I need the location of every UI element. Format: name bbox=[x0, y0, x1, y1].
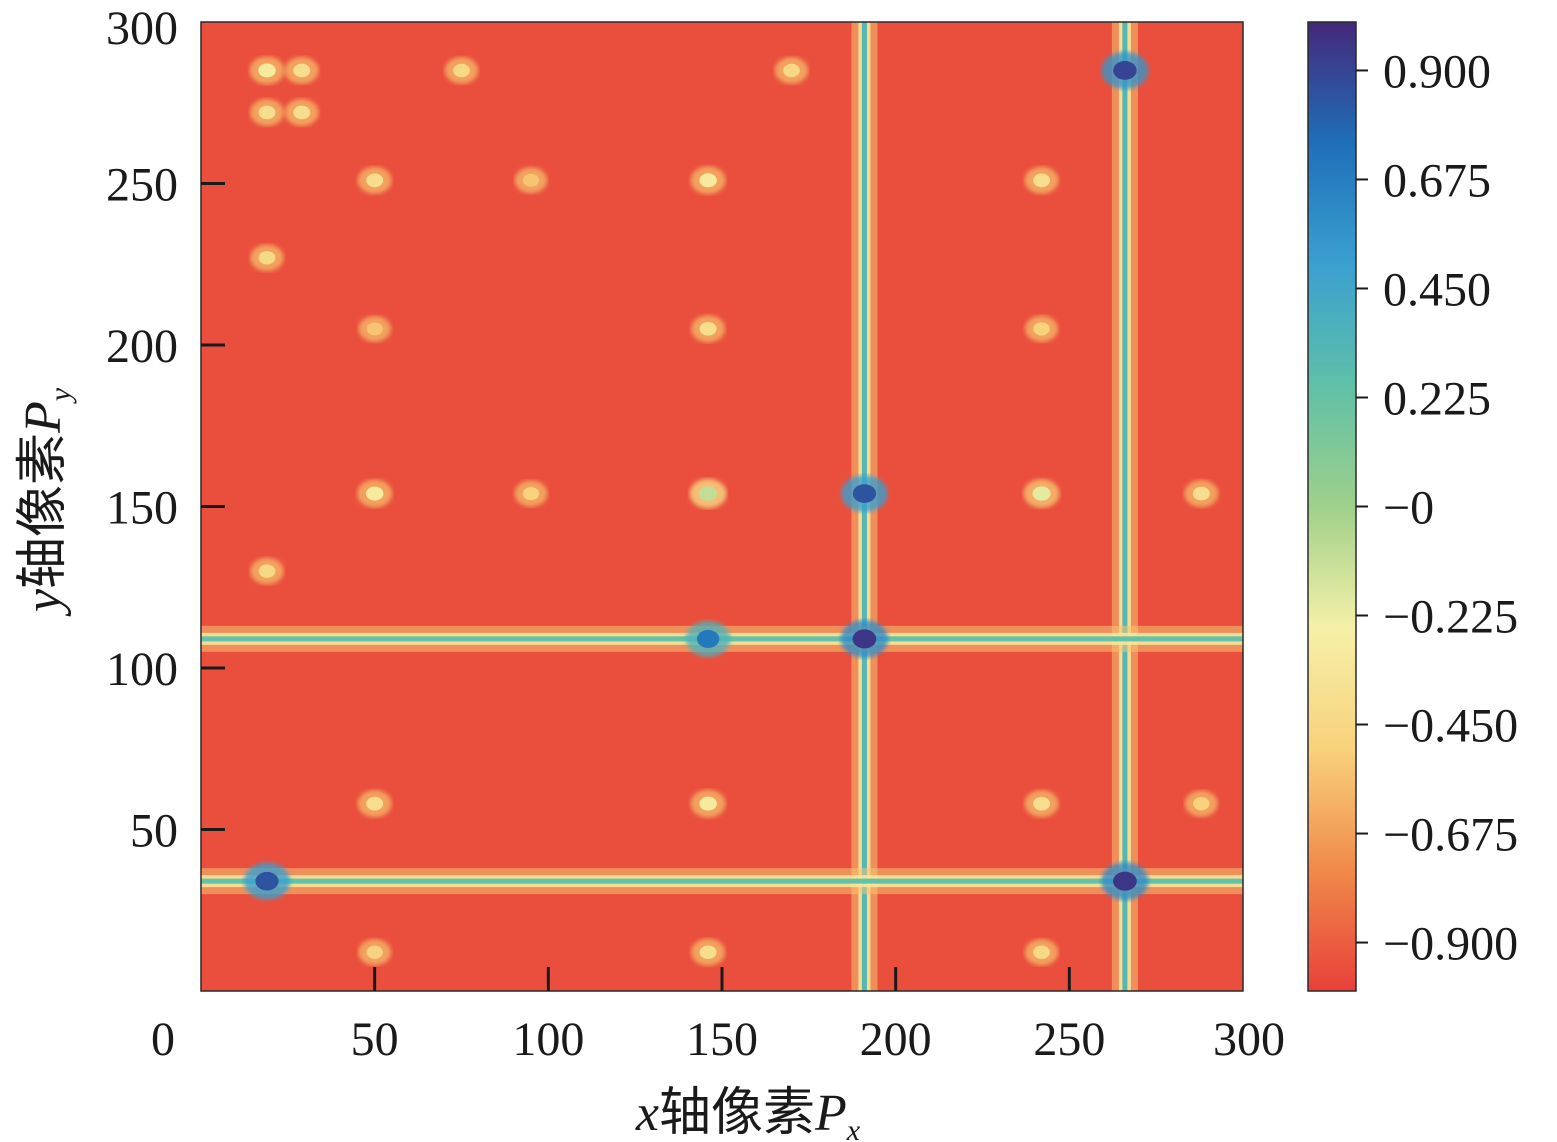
colorbar-ticks: 0.900 0.675 0.450 0.225 −0 −0.225 −0.450 −0.675… bbox=[1356, 45, 1518, 971]
heatmap-hotspot-core bbox=[293, 63, 311, 78]
plot-area bbox=[200, 21, 1244, 992]
x-tick-label: 300 bbox=[1213, 1013, 1285, 1066]
colorbar-tick-label: 0.450 bbox=[1383, 263, 1491, 316]
heatmap-hotspot-core bbox=[1113, 871, 1137, 891]
x-axis-label: x轴像素Px bbox=[635, 1085, 861, 1142]
x-axis-label-text: 轴像素 bbox=[659, 1085, 815, 1142]
heatmap-background bbox=[201, 22, 1243, 991]
colorbar-tick-label: 0.900 bbox=[1383, 45, 1491, 98]
heatmap-hotspot-core bbox=[258, 564, 276, 578]
colorbar-tick-label: 0.225 bbox=[1383, 372, 1491, 425]
colorbar-tick-label: 0.675 bbox=[1383, 154, 1491, 207]
colorbar-tick-label: −0.675 bbox=[1383, 809, 1518, 862]
heatmap-hotspot-core bbox=[1192, 486, 1210, 501]
x-tick-label: 50 bbox=[351, 1013, 399, 1066]
heatmap-hotspot-core bbox=[366, 945, 383, 959]
heatmap-hotspot-core bbox=[852, 629, 877, 649]
heatmap-hotspot-core bbox=[366, 796, 384, 811]
heatmap-hotspot-core bbox=[696, 629, 720, 648]
heatmap-hotspot-core bbox=[783, 63, 800, 78]
y-tick-label: 200 bbox=[106, 320, 178, 373]
heatmap-hotspot-core bbox=[258, 105, 276, 120]
heatmap-hotspot-core bbox=[365, 486, 384, 501]
y-axis-label-text: 轴像素 bbox=[15, 433, 72, 589]
heatmap-hotspot-core bbox=[699, 322, 717, 336]
x-axis-label-sub: x bbox=[846, 1114, 861, 1142]
y-tick-label: 250 bbox=[106, 159, 178, 212]
heatmap-hotspot-core bbox=[699, 945, 717, 960]
y-axis-label-sym: P bbox=[15, 401, 72, 434]
x-tick-label: 100 bbox=[512, 1013, 584, 1066]
heatmap-hotspot-core bbox=[1033, 173, 1051, 188]
x-axis-label-var: x bbox=[635, 1085, 659, 1142]
colorbar-tick-label: −0.450 bbox=[1383, 700, 1518, 753]
x-axis-label-sym: P bbox=[814, 1085, 847, 1142]
heatmap-hotspot-core bbox=[1032, 486, 1051, 501]
y-tick-label: 100 bbox=[106, 643, 178, 696]
heatmap-hotspot-core bbox=[522, 173, 540, 187]
colorbar-tick-label: −0 bbox=[1383, 482, 1434, 535]
y-axis-label: y轴像素Py bbox=[15, 387, 77, 617]
y-tick-label: 50 bbox=[130, 805, 178, 858]
heatmap-hotspot-core bbox=[255, 871, 279, 891]
colorbar-tick-label: −0.225 bbox=[1383, 591, 1518, 644]
y-axis-label-var: y bbox=[15, 588, 72, 617]
y-tick-label: 300 bbox=[106, 2, 178, 55]
colorbar-gradient bbox=[1307, 21, 1357, 992]
x-axis: 0 50 100 150 200 250 300 bbox=[151, 967, 1285, 1066]
heatmap-marks bbox=[201, 22, 1243, 991]
colorbar: 0.900 0.675 0.450 0.225 −0 −0.225 −0.450 −0.675… bbox=[1307, 21, 1518, 992]
x-tick-label: 250 bbox=[1033, 1013, 1105, 1066]
heatmap-hotspot-core bbox=[852, 484, 877, 503]
colorbar-tick-label: −0.900 bbox=[1383, 918, 1518, 971]
heatmap-hotspot-core bbox=[1033, 796, 1051, 811]
heatmap-hotspot-core bbox=[258, 251, 276, 265]
heatmap-hotspot-core bbox=[1113, 61, 1137, 80]
y-axis: 50 100 150 200 250 300 bbox=[106, 2, 225, 858]
heatmap-hotspot-core bbox=[293, 105, 311, 120]
x-tick-label: 0 bbox=[151, 1013, 175, 1066]
heatmap-hotspot-core bbox=[258, 63, 276, 78]
heatmap-hotspot-core bbox=[1033, 322, 1050, 336]
x-tick-label: 200 bbox=[860, 1013, 932, 1066]
heatmap-hotspot-core bbox=[522, 486, 540, 501]
heatmap-hotspot-core bbox=[699, 173, 717, 188]
heatmap-hotspot-core bbox=[366, 322, 383, 336]
heatmap-hotspot-core bbox=[699, 796, 717, 811]
y-axis-label-sub: y bbox=[44, 387, 77, 404]
heatmap-hotspot-core bbox=[453, 63, 470, 78]
heatmap-hotspot-core bbox=[1193, 797, 1210, 811]
heatmap-hotspot-core bbox=[698, 486, 718, 501]
heatmap-hotspot-core bbox=[1033, 945, 1050, 959]
heatmap-hotspot-core bbox=[366, 173, 384, 188]
x-tick-label: 150 bbox=[686, 1013, 758, 1066]
y-tick-label: 150 bbox=[106, 482, 178, 535]
